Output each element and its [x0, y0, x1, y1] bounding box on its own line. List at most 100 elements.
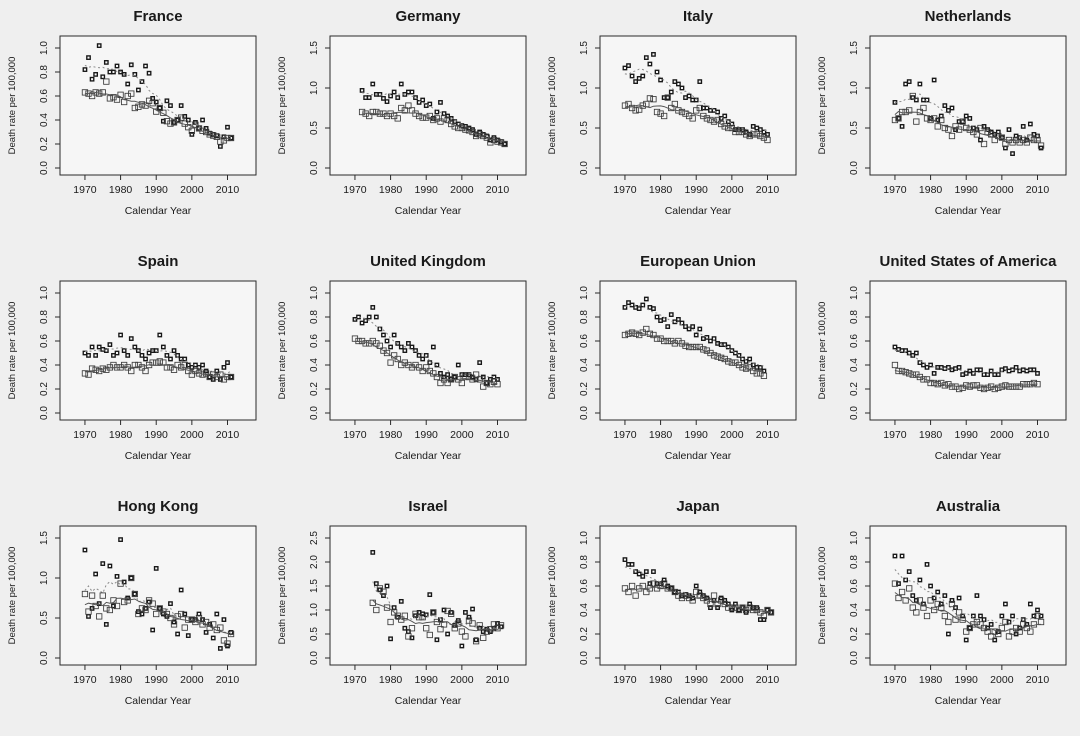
data-point-square — [391, 89, 397, 95]
data-point-square — [217, 138, 224, 145]
x-tick-label: 1980 — [649, 429, 673, 441]
data-point-square — [956, 365, 962, 370]
y-axis-title: Death rate per 100,000 — [277, 302, 288, 400]
data-point-square — [132, 72, 138, 77]
data-point-square — [221, 134, 227, 140]
data-point-square — [153, 99, 159, 105]
data-point-square — [181, 361, 188, 369]
data-point-square — [451, 625, 458, 632]
data-point-square — [121, 579, 127, 585]
data-point-square — [167, 120, 174, 127]
data-point-square — [621, 585, 629, 592]
panel-title: Netherlands — [925, 8, 1012, 25]
data-point-square — [1023, 139, 1030, 146]
trend-line-dotted — [372, 581, 502, 631]
data-point-square — [668, 586, 674, 591]
data-point-square — [722, 342, 728, 347]
data-point-square — [1030, 136, 1038, 144]
data-point-square — [651, 52, 656, 57]
data-point-square — [113, 96, 121, 103]
data-point-square — [362, 340, 369, 347]
y-tick-label: 1.0 — [309, 286, 320, 300]
data-point-square — [82, 67, 88, 72]
plot-frame — [329, 280, 527, 421]
data-point-square — [128, 575, 134, 581]
data-point-square — [225, 124, 230, 130]
data-point-square — [181, 624, 188, 631]
panel-title: United States of America — [880, 253, 1058, 270]
x-tick-label: 1990 — [415, 184, 439, 196]
data-point-square — [980, 385, 988, 393]
data-point-square — [168, 356, 173, 362]
data-point-square — [363, 318, 369, 323]
data-point-square — [690, 324, 696, 329]
data-point-square — [913, 598, 919, 603]
y-tick-label: 1.0 — [849, 531, 860, 545]
data-point-square — [376, 585, 384, 592]
data-point-square — [1020, 124, 1026, 129]
data-point-square — [156, 358, 163, 365]
data-point-square — [413, 95, 418, 100]
data-point-square — [1010, 613, 1015, 619]
data-point-square — [455, 362, 461, 368]
panel-title: France — [133, 8, 182, 25]
panel-title: United Kingdom — [370, 253, 486, 270]
data-point-square — [384, 99, 390, 104]
data-point-square — [924, 365, 930, 370]
data-point-square — [143, 606, 148, 611]
y-tick-label: 1.0 — [579, 531, 590, 545]
data-point-square — [103, 348, 109, 353]
x-tick-label: 2000 — [720, 429, 744, 441]
data-point-square — [103, 60, 109, 65]
data-point-square — [195, 614, 203, 622]
y-tick-label: 0.0 — [579, 651, 590, 665]
data-point-square — [420, 356, 426, 362]
x-tick-label: 1980 — [649, 674, 673, 686]
data-point-square — [653, 108, 661, 116]
series-lower-points — [891, 92, 1045, 149]
data-point-square — [92, 602, 99, 610]
data-point-square — [81, 89, 89, 96]
data-point-square — [891, 361, 899, 369]
data-point-square — [928, 116, 933, 121]
data-point-square — [370, 305, 376, 310]
data-point-square — [419, 614, 426, 621]
y-tick-label: 1.5 — [309, 41, 320, 55]
panel-svg-spain: Spain 1970 1980 1990 2000 2010 0.0 0.2 0.4 0.6 0.8… — [7, 253, 257, 462]
data-point-square — [153, 610, 160, 618]
series-lower-points — [621, 580, 775, 620]
data-point-square — [132, 344, 138, 350]
data-point-square — [633, 569, 639, 574]
data-point-square — [455, 620, 462, 627]
data-point-square — [707, 600, 714, 608]
data-point-square — [995, 372, 1001, 377]
data-point-square — [359, 320, 365, 326]
x-tick-label: 1970 — [73, 429, 97, 441]
panel-svg-hong-kong: Hong Kong 1970 1980 1990 2000 2010 0.0 0.5 1.0 1.… — [7, 498, 257, 707]
data-point-square — [377, 92, 383, 97]
data-point-square — [945, 126, 952, 133]
data-point-square — [909, 371, 916, 378]
data-point-square — [160, 118, 166, 124]
data-point-square — [121, 348, 127, 353]
x-axis-title: Calendar Year — [665, 695, 732, 707]
data-point-square — [185, 616, 192, 623]
data-point-square — [1027, 121, 1033, 127]
data-point-square — [224, 640, 231, 647]
y-tick-label: 0.0 — [309, 651, 320, 665]
data-point-square — [636, 76, 642, 81]
y-tick-label: 0.2 — [579, 382, 590, 396]
data-point-square — [138, 364, 146, 371]
y-tick-label: 0.2 — [849, 627, 860, 641]
data-point-square — [665, 95, 671, 100]
data-point-square — [633, 79, 639, 84]
data-point-square — [490, 621, 498, 628]
data-point-square — [111, 69, 116, 75]
x-tick-label: 2010 — [486, 674, 510, 686]
data-point-square — [494, 381, 501, 388]
data-point-square — [934, 600, 941, 608]
data-point-square — [906, 350, 912, 356]
data-point-square — [725, 119, 731, 124]
data-point-square — [409, 344, 415, 350]
data-point-square — [163, 610, 171, 618]
